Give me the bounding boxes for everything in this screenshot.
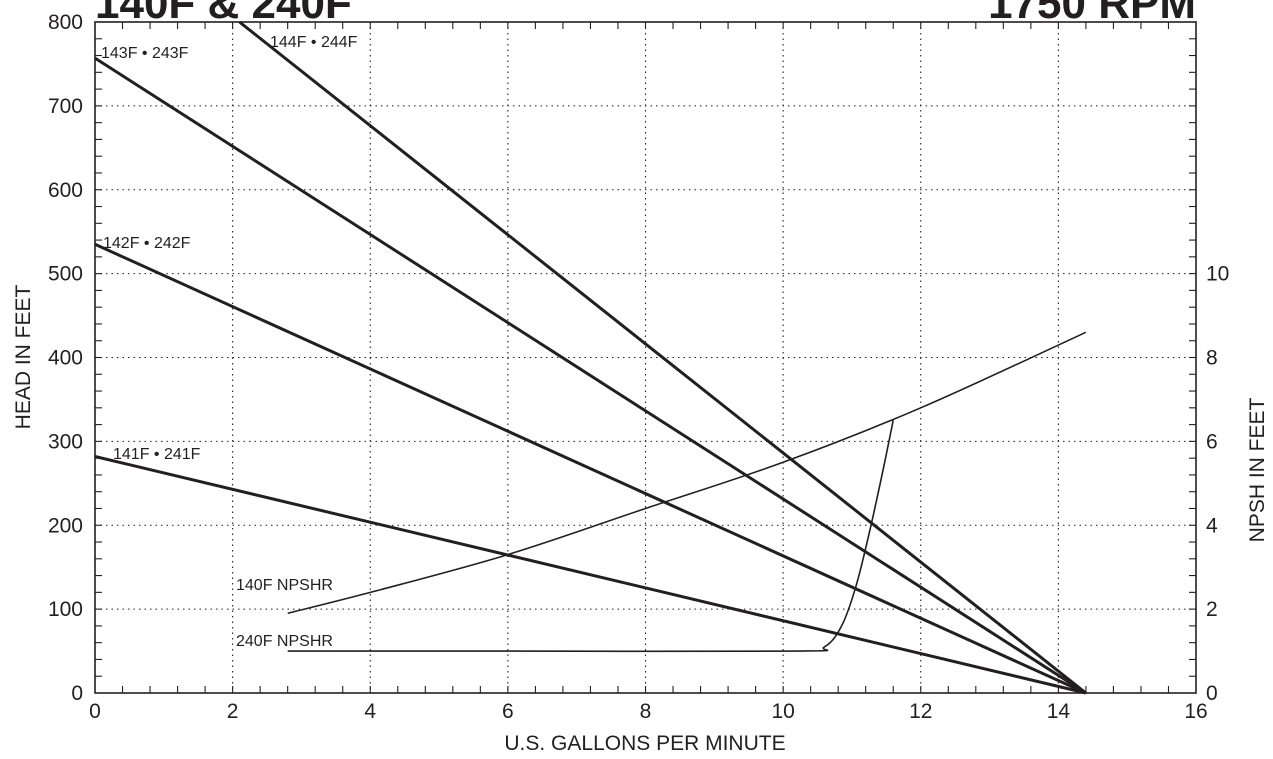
series-label-141f-241f: 141F • 241F (113, 446, 201, 463)
series-label-240f-npshr: 240F NPSHR (236, 633, 333, 650)
x-tick-label: 10 (771, 700, 794, 723)
y-tick-label: 700 (48, 95, 83, 118)
tick-labels: 0 2 4 6 8 10 12 14 16010020030040050060070080002… (48, 11, 1229, 723)
x-axis-label: U.S. GALLONS PER MINUTE (504, 732, 785, 755)
y2-tick-label: 8 (1206, 347, 1218, 370)
series-label-142f-242f: 142F • 242F (103, 235, 191, 252)
y2-tick-label: 2 (1206, 598, 1218, 621)
series-line-140f-npshr (287, 331, 1087, 615)
grid (95, 22, 1196, 693)
y-axis-label: HEAD IN FEET (12, 284, 35, 429)
y-tick-label: 800 (48, 11, 83, 34)
x-tick-label: 2 (227, 700, 239, 723)
x-tick-label: 14 (1047, 700, 1071, 723)
x-tick-label: 4 (364, 700, 376, 723)
plot-frame (94, 21, 1197, 694)
y-tick-label: 0 (71, 682, 83, 705)
y2-tick-label: 4 (1206, 514, 1218, 537)
chart-title-right: 1750 RPM (988, 0, 1196, 28)
series-line-142f-242f (94, 242, 1087, 695)
y2-tick-label: 0 (1206, 682, 1218, 705)
series-label-140f-npshr: 140F NPSHR (236, 577, 333, 594)
y2-tick-label: 10 (1206, 263, 1229, 286)
series-label-144f-244f: 144F • 244F (270, 34, 358, 51)
x-tick-label: 6 (502, 700, 514, 723)
y2-tick-label: 6 (1206, 430, 1218, 453)
y-tick-label: 200 (48, 514, 83, 537)
series-line-144f-244f (238, 20, 1087, 695)
y-tick-label: 500 (48, 263, 83, 286)
series-labels: 144F • 244F 143F • 243F 142F • 242F 141F • … (101, 34, 358, 650)
x-tick-label: 8 (640, 700, 652, 723)
x-tick-label: 16 (1184, 700, 1207, 723)
y-tick-label: 600 (48, 179, 83, 202)
series (94, 20, 1087, 695)
y-tick-label: 400 (48, 347, 83, 370)
chart-title-left: 140F & 240F (95, 0, 352, 28)
y-tick-label: 300 (48, 430, 83, 453)
x-tick-label: 12 (909, 700, 932, 723)
x-tick-label: 0 (89, 700, 101, 723)
series-line-240f-npshr (287, 420, 894, 653)
series-line-141f-241f (94, 455, 1087, 695)
series-line-143f-243f (94, 56, 1087, 695)
minor-ticks (95, 22, 1196, 693)
y2-axis-label: NPSH IN FEET (1246, 397, 1269, 542)
series-label-143f-243f: 143F • 243F (101, 45, 189, 62)
y-tick-label: 100 (48, 598, 83, 621)
